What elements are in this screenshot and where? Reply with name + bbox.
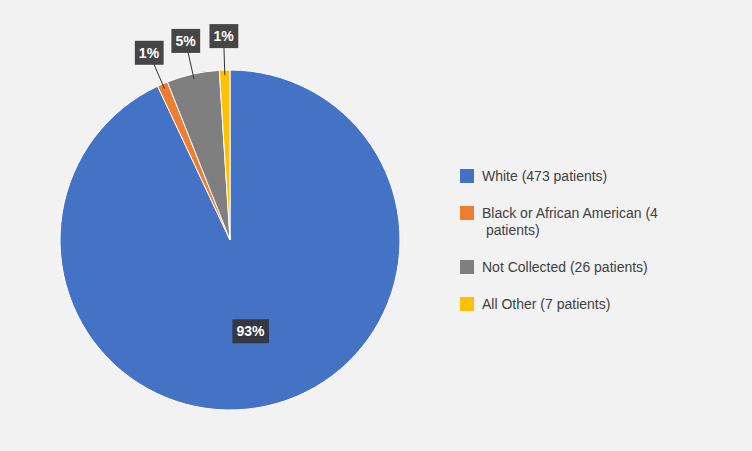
data-label: 93% [236,323,265,339]
legend-swatch [460,260,474,274]
data-label: 1% [213,28,234,44]
pie-slice [219,70,230,240]
legend-item: Not Collected (26 patients) [460,259,648,275]
legend-label-line: White (473 patients) [482,168,607,184]
legend-label-line: Black or African American (4 [482,205,658,221]
data-label-box [209,24,238,48]
legend-label-line: Not Collected (26 patients) [482,259,648,275]
data-label-group: 1% [135,41,164,65]
legend-label-line: All Other (7 patients) [482,296,610,312]
pie-slice [167,70,230,240]
slices [60,70,400,410]
data-label-box [135,41,164,65]
leader-line [188,53,194,79]
data-label-box [171,29,200,53]
legend-label-line: patients) [482,222,540,238]
data-label: 5% [175,33,196,49]
legend-swatch [460,297,474,311]
data-label-box [232,319,269,343]
data-label: 1% [139,45,160,61]
leader-line [223,48,225,75]
legend-label: Black or African American (4 patients) [482,205,658,238]
pie-slice [60,70,400,410]
legend-label: White (473 patients) [482,168,607,184]
legend-item: White (473 patients) [460,168,607,184]
data-labels: 93% 1% 5% 1% [135,24,269,343]
legend: White (473 patients) Black or African Ame… [460,168,658,312]
legend-label: Not Collected (26 patients) [482,259,648,275]
legend-item: Black or African American (4 patients) [460,205,658,238]
legend-label: All Other (7 patients) [482,296,610,312]
data-label-group: 93% [232,319,269,343]
legend-swatch [460,206,474,220]
chart-svg: 93% 1% 5% 1% White (473 patients) Black or Af… [0,0,752,451]
leader-line [154,64,165,89]
data-label-group: 5% [171,29,200,53]
legend-swatch [460,169,474,183]
legend-item: All Other (7 patients) [460,296,610,312]
chart-container: 93% 1% 5% 1% White (473 patients) Black or Af… [0,0,752,451]
data-label-group: 1% [209,24,238,48]
